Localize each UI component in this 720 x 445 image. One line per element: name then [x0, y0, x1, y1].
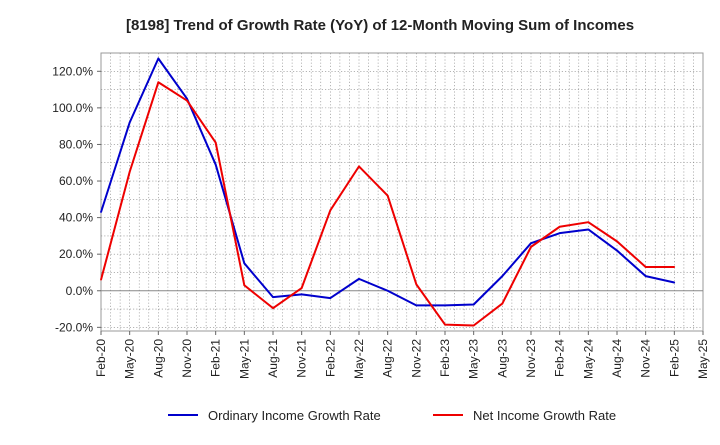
x-tick-label: May-23 [467, 339, 481, 379]
data-point [472, 324, 475, 327]
data-point [272, 296, 274, 298]
y-tick-label: -20.0% [55, 320, 93, 334]
data-point [100, 278, 102, 281]
x-tick-label: Feb-21 [209, 339, 223, 377]
data-point [558, 225, 561, 228]
x-tick-label: Nov-24 [639, 339, 653, 378]
data-point [128, 171, 131, 173]
data-point [300, 293, 303, 296]
x-tick-label: Nov-23 [524, 339, 538, 378]
x-tick-label: Feb-20 [94, 339, 108, 377]
data-point [644, 275, 647, 277]
data-point [415, 304, 418, 307]
data-point [214, 141, 217, 144]
data-point [300, 287, 303, 289]
data-point [558, 232, 561, 234]
legend: Ordinary Income Growth Rate Net Income Gr… [168, 408, 616, 423]
data-point [501, 275, 504, 277]
data-point [329, 297, 332, 299]
x-tick-label: Nov-20 [180, 339, 194, 378]
chart-title: [8198] Trend of Growth Rate (YoY) of 12-… [126, 17, 634, 34]
x-tick-label: May-22 [352, 339, 366, 379]
y-tick-label: 60.0% [59, 174, 93, 188]
x-tick-label: Feb-24 [553, 339, 567, 377]
series-2 [100, 81, 676, 327]
y-axis: -20.0% 0.0% 20.0% 40.0% 60.0% 80.0% 100.0% 120.… [52, 64, 101, 334]
x-axis: Feb-20 May-20 Aug-20 Nov-20 Feb-21 May-21 Aug-… [94, 331, 710, 379]
y-tick-label: 120.0% [52, 64, 93, 78]
x-tick-label: Nov-21 [295, 339, 309, 378]
y-tick-label: 20.0% [59, 247, 93, 261]
data-point [444, 304, 446, 307]
data-point [415, 283, 418, 286]
data-point [358, 165, 360, 168]
data-point [157, 57, 160, 60]
x-tick-label: Nov-22 [409, 339, 423, 378]
y-tick-label: 80.0% [59, 137, 93, 151]
series-1 [100, 57, 676, 307]
data-point [329, 209, 332, 212]
data-point [673, 266, 676, 268]
y-tick-label: 100.0% [52, 101, 93, 115]
x-tick-label: Aug-22 [381, 339, 395, 378]
x-tick-label: Aug-23 [495, 339, 509, 378]
data-point [186, 99, 188, 102]
x-tick-label: May-20 [123, 339, 137, 379]
data-point [100, 211, 102, 213]
data-point [272, 307, 274, 309]
data-point [358, 278, 360, 280]
data-point [243, 284, 246, 287]
x-tick-label: Aug-20 [151, 339, 165, 378]
data-point [530, 246, 532, 248]
x-tick-label: Feb-22 [323, 339, 337, 377]
data-point [673, 281, 676, 284]
data-point [386, 289, 389, 292]
x-tick-label: May-21 [237, 339, 251, 379]
data-point [157, 81, 160, 84]
legend-label: Net Income Growth Rate [473, 408, 616, 423]
gridlines [101, 53, 703, 331]
data-point [386, 194, 389, 197]
data-point [243, 262, 246, 265]
x-tick-label: Feb-25 [667, 339, 681, 377]
plot-frame [100, 52, 704, 332]
data-point [214, 163, 217, 166]
data-point [587, 228, 590, 231]
data-point [616, 240, 618, 243]
y-tick-label: 40.0% [59, 211, 93, 225]
data-point [587, 221, 590, 223]
x-tick-label: May-24 [581, 339, 595, 379]
data-point [644, 266, 647, 268]
data-point [501, 302, 504, 305]
legend-item: Net Income Growth Rate [433, 408, 616, 423]
data-point [128, 121, 131, 124]
data-point [530, 242, 532, 245]
legend-label: Ordinary Income Growth Rate [208, 408, 381, 423]
data-point [472, 303, 475, 306]
plot-area: -20.0% 0.0% 20.0% 40.0% 60.0% 80.0% 100.0% 120.… [52, 52, 710, 379]
x-tick-label: Feb-23 [438, 339, 452, 377]
legend-item: Ordinary Income Growth Rate [168, 408, 381, 423]
x-tick-label: May-25 [696, 339, 710, 379]
x-tick-label: Aug-24 [610, 339, 624, 378]
data-point [444, 323, 446, 326]
y-tick-label: 0.0% [66, 284, 94, 298]
x-tick-label: Aug-21 [266, 339, 280, 378]
data-point [616, 249, 618, 252]
